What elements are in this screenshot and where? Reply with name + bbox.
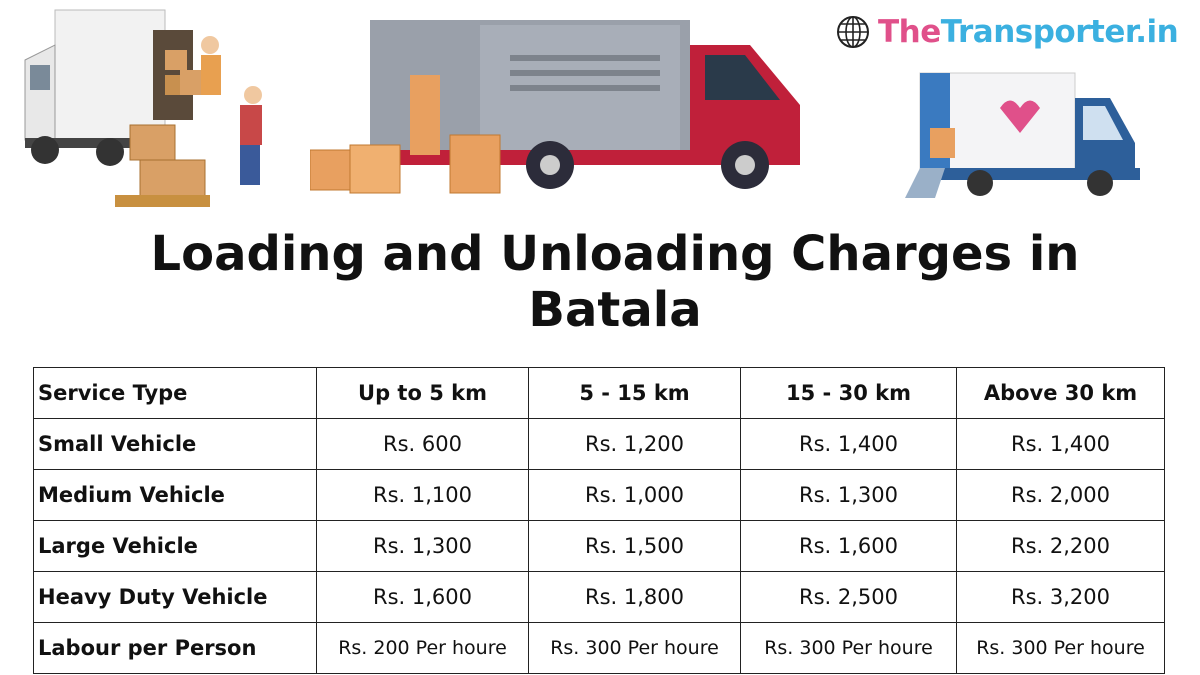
- cell: Rs. 300 Per houre: [740, 622, 957, 674]
- logo-transporter: Transporter.in: [940, 14, 1179, 50]
- table-header-row: Service Type Up to 5 km 5 - 15 km 15 - 3…: [33, 367, 1165, 419]
- table-row: Small Vehicle Rs. 600 Rs. 1,200 Rs. 1,40…: [33, 418, 1165, 470]
- cargo-truck-illustration: [310, 20, 800, 194]
- cell: Rs. 1,100: [316, 469, 529, 521]
- title-line-2: Batala: [528, 282, 702, 338]
- cell: Rs. 1,200: [528, 418, 741, 470]
- header-15-30km: 15 - 30 km: [740, 367, 957, 419]
- table-row: Large Vehicle Rs. 1,300 Rs. 1,500 Rs. 1,…: [33, 520, 1165, 572]
- cell: Rs. 600: [316, 418, 529, 470]
- table-row: Heavy Duty Vehicle Rs. 1,600 Rs. 1,800 R…: [33, 571, 1165, 623]
- header-5-15km: 5 - 15 km: [528, 367, 741, 419]
- row-label: Large Vehicle: [33, 520, 317, 572]
- cell: Rs. 1,500: [528, 520, 741, 572]
- header-service-type: Service Type: [33, 367, 317, 419]
- cell: Rs. 1,800: [528, 571, 741, 623]
- page-title: Loading and Unloading Charges in Batala: [0, 226, 1200, 338]
- row-label: Medium Vehicle: [33, 469, 317, 521]
- cell: Rs. 1,400: [956, 418, 1165, 470]
- title-line-1: Loading and Unloading Charges in: [150, 226, 1080, 282]
- cell: Rs. 1,300: [316, 520, 529, 572]
- truck-movers-illustration: [24, 9, 262, 207]
- cell: Rs. 2,500: [740, 571, 957, 623]
- cell: Rs. 2,000: [956, 469, 1165, 521]
- cell: Rs. 300 Per houre: [528, 622, 741, 674]
- table-row: Labour per Person Rs. 200 Per houre Rs. …: [33, 622, 1165, 674]
- cell: Rs. 1,400: [740, 418, 957, 470]
- site-logo: TheTransporter.in: [836, 14, 1179, 50]
- header-above-30km: Above 30 km: [956, 367, 1165, 419]
- cell: Rs. 1,000: [528, 469, 741, 521]
- row-label: Heavy Duty Vehicle: [33, 571, 317, 623]
- cell: Rs. 200 Per houre: [316, 622, 529, 674]
- row-label: Labour per Person: [33, 622, 317, 674]
- branded-van-illustration: [905, 72, 1140, 198]
- table-row: Medium Vehicle Rs. 1,100 Rs. 1,000 Rs. 1…: [33, 469, 1165, 521]
- row-label: Small Vehicle: [33, 418, 317, 470]
- cell: Rs. 1,600: [740, 520, 957, 572]
- charges-table: Service Type Up to 5 km 5 - 15 km 15 - 3…: [33, 367, 1165, 674]
- logo-the: The: [878, 14, 941, 50]
- cell: Rs. 3,200: [956, 571, 1165, 623]
- cell: Rs. 300 Per houre: [956, 622, 1165, 674]
- header-up-to-5km: Up to 5 km: [316, 367, 529, 419]
- cell: Rs. 2,200: [956, 520, 1165, 572]
- cell: Rs. 1,600: [316, 571, 529, 623]
- globe-icon: [837, 16, 869, 48]
- cell: Rs. 1,300: [740, 469, 957, 521]
